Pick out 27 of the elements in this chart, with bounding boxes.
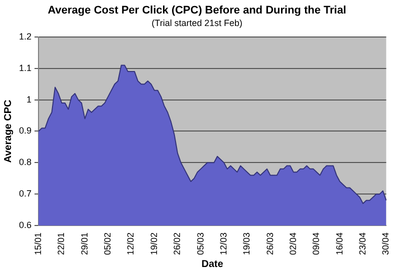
x-tick-label: 29/01: [79, 232, 90, 256]
y-axis-title: Average CPC: [2, 100, 14, 163]
y-tick-label: 0.9: [18, 126, 32, 136]
x-tick-label: 09/04: [311, 232, 322, 256]
y-tick-label: 0.8: [18, 157, 32, 168]
chart-subtitle: (Trial started 21st Feb): [152, 18, 242, 28]
y-tick-label: 1.1: [18, 62, 32, 73]
y-tick-label: 0.6: [18, 220, 32, 230]
x-tick-label: 05/03: [195, 232, 206, 256]
x-tick-label: 26/03: [264, 232, 275, 256]
x-tick-label: 26/02: [172, 232, 182, 256]
x-tick-label: 19/03: [242, 232, 252, 256]
x-tick-label: 15/01: [32, 232, 43, 256]
y-tick-label: 1.2: [18, 31, 32, 42]
x-tick-label: 02/04: [288, 232, 298, 256]
x-tick-label: 16/04: [334, 232, 344, 256]
x-tick-label: 22/01: [56, 232, 66, 256]
x-tick-label: 23/04: [358, 232, 368, 256]
x-tick-label: 30/04: [380, 232, 391, 256]
x-tick-label: 12/02: [126, 232, 136, 256]
x-axis-title: Date: [202, 258, 224, 270]
y-tick-label: 1: [26, 94, 32, 104]
x-tick-label: 12/03: [218, 232, 228, 256]
chart-title: Average Cost Per Click (CPC) Before and During the Trial: [48, 4, 346, 17]
x-tick-label: 19/02: [148, 232, 159, 256]
x-tick-label: 05/02: [102, 232, 113, 256]
y-tick-label: 0.7: [18, 188, 32, 199]
